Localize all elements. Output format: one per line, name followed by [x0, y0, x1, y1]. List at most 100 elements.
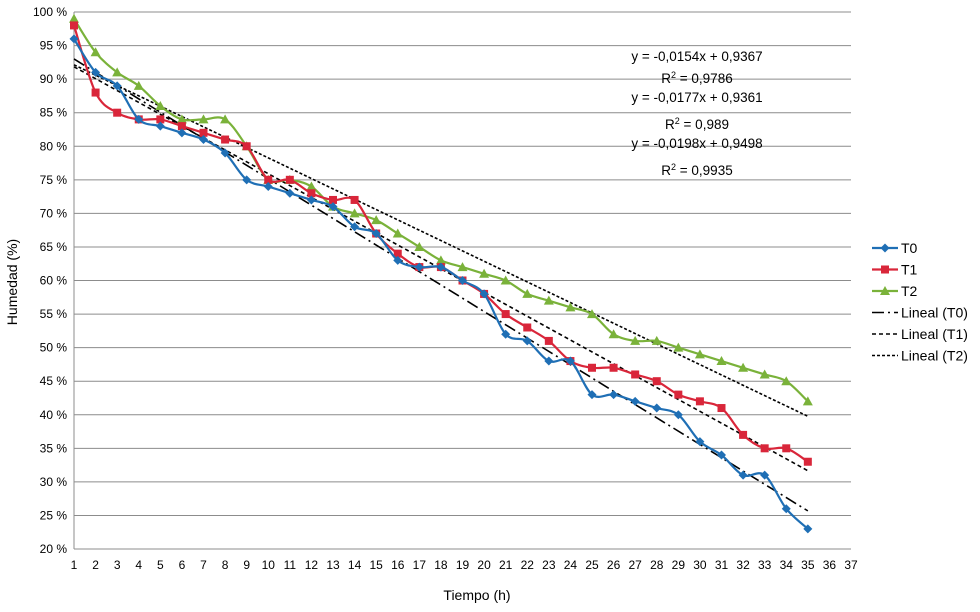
data-point-t1: [91, 88, 100, 97]
trend-equation-3: y = -0,0198x + 0,9498: [631, 136, 762, 151]
x-tick-label: 16: [391, 558, 405, 572]
trend-equation-1: y = -0,0154x + 0,9367: [631, 49, 762, 64]
data-point-t2: [176, 114, 187, 124]
data-point-t1: [695, 397, 704, 406]
grid-layer: [73, 11, 851, 550]
x-tick-label: 20: [477, 558, 491, 572]
trendline-3: [73, 64, 809, 418]
x-tick-label: 22: [521, 558, 535, 572]
data-point-t0: [479, 289, 489, 299]
x-tick-label: 6: [179, 558, 186, 572]
data-point-t2: [198, 114, 209, 124]
y-tick-label: 70 %: [40, 206, 68, 220]
x-tick-label: 21: [499, 558, 513, 572]
data-point-t2: [781, 376, 792, 386]
data-point-t2: [500, 275, 511, 285]
data-point-t1: [739, 430, 748, 439]
data-point-t2: [716, 356, 727, 366]
data-point-t1: [156, 115, 165, 124]
data-point-t2: [69, 13, 79, 23]
r-squared-2: R2 = 0,989: [665, 116, 729, 132]
data-point-t0: [112, 81, 122, 91]
data-point-t1: [609, 363, 618, 372]
data-point-t2: [608, 329, 619, 339]
trendline-layer: [73, 58, 809, 512]
data-point-t1: [782, 444, 791, 453]
data-point-t2: [738, 362, 749, 372]
y-axis-title: Humedad (%): [4, 239, 20, 325]
data-point-t1: [221, 135, 230, 144]
data-point-t0: [609, 390, 619, 400]
data-point-t0: [436, 262, 446, 272]
x-tick-label: 12: [305, 558, 319, 572]
legend-marker-t2: [880, 286, 890, 295]
y-tick-label: 80 %: [40, 139, 68, 153]
legend-label: Lineal (T2): [901, 348, 968, 364]
data-point-t0: [781, 504, 791, 514]
data-point-t1: [717, 404, 726, 413]
legend-label: Lineal (T1): [901, 326, 968, 342]
x-tick-label: 2: [92, 558, 99, 572]
data-point-t0: [717, 450, 726, 460]
data-point-t2: [565, 302, 576, 312]
data-point-t0: [350, 222, 360, 232]
data-point-t2: [133, 80, 144, 90]
data-point-t2: [457, 262, 468, 272]
r-squared-label: R: [665, 117, 675, 132]
data-point-t0: [522, 336, 532, 346]
data-point-t0: [69, 34, 79, 44]
data-point-t2: [155, 100, 166, 110]
data-point-t1: [803, 457, 812, 466]
y-tick-label: 55 %: [40, 307, 68, 321]
y-tick-label: 50 %: [40, 341, 68, 355]
data-point-t1: [393, 249, 402, 258]
data-point-t1: [631, 370, 640, 379]
x-tick-label: 10: [262, 558, 276, 572]
data-point-t0: [760, 470, 770, 480]
r-squared-label: R: [661, 163, 671, 178]
r-squared-superscript: 2: [671, 162, 676, 172]
y-tick-label: 45 %: [40, 374, 68, 388]
data-point-t0: [393, 255, 403, 265]
data-point-t2: [543, 295, 554, 305]
data-point-t0: [652, 403, 662, 413]
x-tick-label: 37: [844, 558, 858, 572]
x-tick-label: 26: [607, 558, 621, 572]
x-tick-label: 11: [284, 558, 297, 572]
data-point-t2: [479, 268, 490, 278]
x-tick-label: 36: [823, 558, 837, 572]
legend-label: T2: [901, 283, 918, 299]
data-point-t2: [112, 67, 123, 77]
data-point-t2: [90, 47, 101, 57]
x-tick-label: 30: [693, 558, 707, 572]
data-point-t0: [155, 121, 165, 131]
data-point-t0: [565, 356, 575, 366]
data-point-t0: [91, 67, 101, 77]
data-point-t1: [285, 175, 294, 184]
data-point-t1: [113, 108, 122, 117]
data-point-t0: [242, 175, 252, 185]
x-tick-label: 34: [780, 558, 794, 572]
data-point-t2: [694, 349, 705, 359]
x-tick-label: 1: [71, 558, 78, 572]
data-point-t0: [371, 229, 381, 239]
trend-equation-2: y = -0,0177x + 0,9361: [631, 90, 762, 105]
data-point-t1: [177, 122, 186, 131]
data-point-t2: [306, 181, 317, 191]
x-tick-label: 24: [564, 558, 578, 572]
data-point-t2: [802, 396, 813, 406]
x-tick-label: 32: [736, 558, 750, 572]
r-squared-label: R: [661, 71, 671, 86]
y-tick-label: 35 %: [40, 441, 68, 455]
data-point-t2: [759, 369, 770, 379]
x-tick-label: 15: [369, 558, 383, 572]
x-tick-label: 8: [222, 558, 229, 572]
data-point-t1: [588, 363, 596, 372]
x-tick-label: 18: [434, 558, 448, 572]
data-point-t1: [242, 142, 251, 151]
data-point-t2: [651, 335, 662, 345]
data-point-t0: [306, 195, 316, 205]
x-tick-label: 25: [585, 558, 599, 572]
